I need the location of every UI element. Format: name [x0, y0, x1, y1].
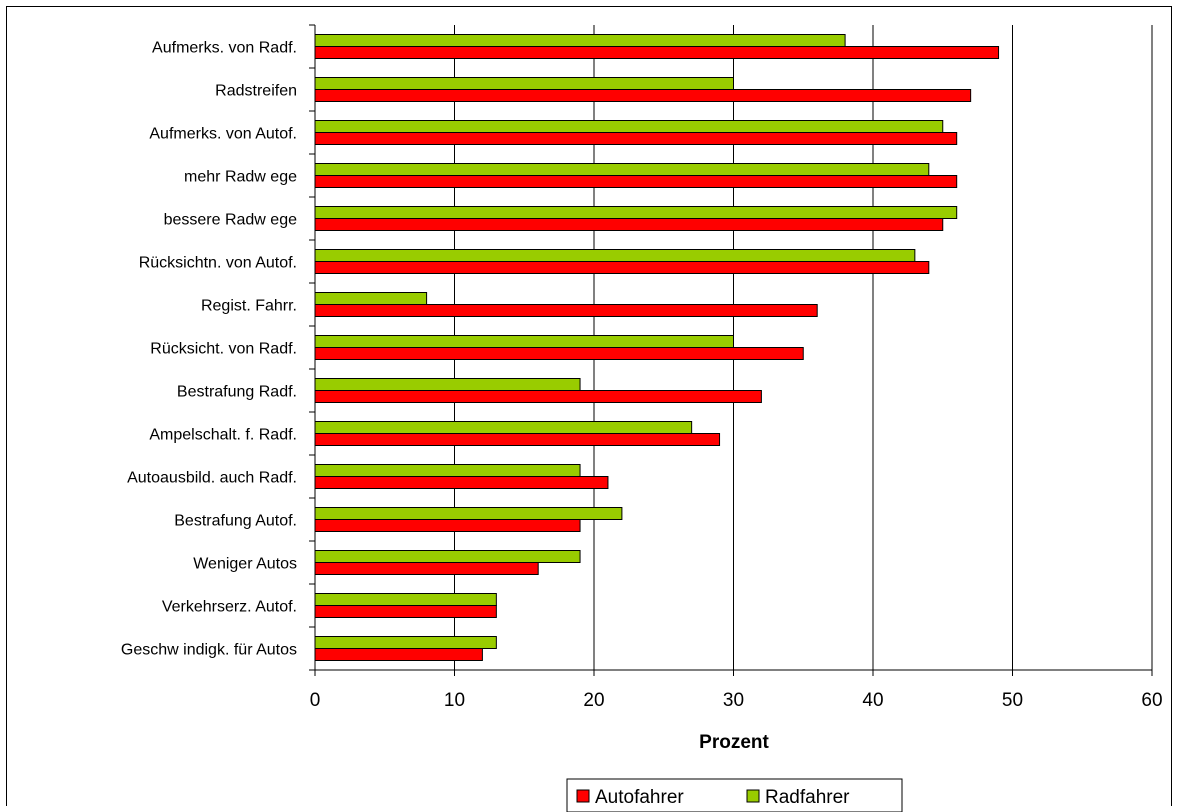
bar-autofahrer-11 — [314, 519, 581, 532]
bar-radfahrer-5 — [314, 249, 916, 262]
x-tick-label-0: 0 — [310, 690, 321, 711]
bar-autofahrer-4 — [314, 218, 944, 231]
category-label-12: Weniger Autos — [193, 556, 297, 573]
bar-autofahrer-8 — [314, 390, 762, 403]
x-axis-title: Prozent — [699, 732, 769, 753]
legend-label-0: Autofahrer — [595, 787, 684, 808]
legend-box — [566, 778, 903, 812]
chart-frame — [6, 6, 1172, 806]
bar-radfahrer-3 — [314, 163, 930, 176]
category-label-1: Radstreifen — [215, 83, 297, 100]
category-label-11: Bestrafung Autof. — [174, 513, 297, 530]
category-label-7: Rücksicht. von Radf. — [150, 341, 297, 358]
category-label-4: bessere Radw ege — [164, 212, 298, 229]
bar-radfahrer-1 — [314, 77, 734, 90]
axes — [309, 24, 1153, 676]
bar-autofahrer-0 — [314, 46, 1000, 59]
bar-autofahrer-7 — [314, 347, 804, 360]
bar-radfahrer-0 — [314, 34, 846, 47]
legend-swatch-1 — [746, 789, 760, 803]
category-label-5: Rücksichtn. von Autof. — [139, 255, 297, 272]
bar-autofahrer-2 — [314, 132, 958, 145]
bar-autofahrer-13 — [314, 605, 497, 618]
x-tick-label-10: 10 — [444, 690, 465, 711]
bar-radfahrer-9 — [314, 421, 693, 434]
bar-radfahrer-6 — [314, 292, 428, 305]
category-label-10: Autoausbild. auch Radf. — [127, 470, 297, 487]
bar-autofahrer-6 — [314, 304, 818, 317]
x-tick-label-60: 60 — [1141, 690, 1162, 711]
category-label-0: Aufmerks. von Radf. — [152, 40, 297, 57]
bar-radfahrer-2 — [314, 120, 944, 133]
x-tick-label-30: 30 — [723, 690, 744, 711]
category-label-6: Regist. Fahrr. — [201, 298, 297, 315]
bar-radfahrer-7 — [314, 335, 734, 348]
bar-radfahrer-4 — [314, 206, 958, 219]
legend-label-1: Radfahrer — [765, 787, 850, 808]
category-labels: Aufmerks. von Radf. Radstreifen Aufmerks. … — [121, 40, 297, 659]
category-label-3: mehr Radw ege — [184, 169, 297, 186]
bar-autofahrer-14 — [314, 648, 483, 661]
bar-radfahrer-13 — [314, 593, 497, 606]
bar-autofahrer-12 — [314, 562, 539, 575]
bar-autofahrer-9 — [314, 433, 721, 446]
bar-radfahrer-11 — [314, 507, 623, 520]
x-tick-label-50: 50 — [1002, 690, 1023, 711]
bars — [314, 34, 1000, 661]
category-label-9: Ampelschalt. f. Radf. — [149, 427, 297, 444]
category-label-2: Aufmerks. von Autof. — [149, 126, 297, 143]
x-tick-label-20: 20 — [583, 690, 604, 711]
tick-labels: 0 10 20 30 40 50 60 — [310, 690, 1163, 711]
category-label-8: Bestrafung Radf. — [177, 384, 297, 401]
bar-radfahrer-12 — [314, 550, 581, 563]
bar-radfahrer-14 — [314, 636, 497, 649]
bar-autofahrer-10 — [314, 476, 609, 489]
bar-autofahrer-3 — [314, 175, 958, 188]
bar-autofahrer-1 — [314, 89, 972, 102]
legend-swatch-0 — [576, 789, 590, 803]
bar-radfahrer-10 — [314, 464, 581, 477]
bar-autofahrer-5 — [314, 261, 930, 274]
legend: Autofahrer Radfahrer — [566, 778, 903, 812]
x-tick-label-40: 40 — [862, 690, 883, 711]
category-label-13: Verkehrserz. Autof. — [162, 599, 297, 616]
category-label-14: Geschw indigk. für Autos — [121, 642, 297, 659]
bar-radfahrer-8 — [314, 378, 581, 391]
